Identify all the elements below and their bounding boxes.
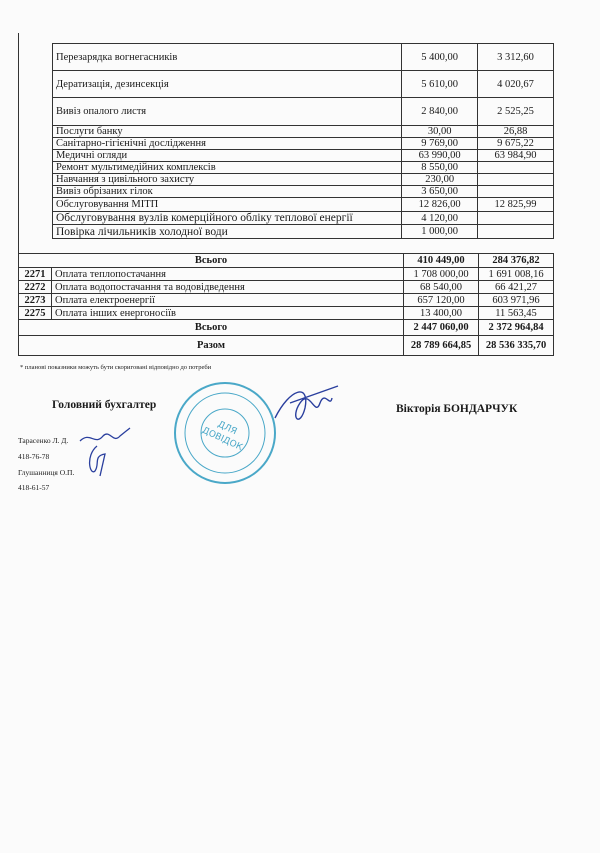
- actual-value: 66 421,27: [478, 280, 554, 294]
- contact-phone: 418-76-78: [18, 452, 50, 461]
- footnote: * планові показники можуть бути скоригов…: [20, 364, 212, 371]
- plan-value: 4 120,00: [401, 211, 479, 225]
- kekv-code: 2275: [18, 306, 52, 320]
- table-row: Вивіз опалого листя 2 840,00 2 525,25: [51, 97, 554, 126]
- table-row: Медичні огляди 63 990,00 63 984,90: [51, 149, 554, 162]
- signature-title: Головний бухгалтер: [52, 399, 157, 411]
- actual-value: 11 563,45: [478, 306, 554, 320]
- table-row: Перезарядка вогнегасників 5 400,00 3 312,6…: [51, 43, 554, 71]
- total-actual: 28 536 335,70: [478, 335, 554, 356]
- total-label: Всього: [18, 319, 404, 336]
- kekv-code: 2273: [18, 293, 52, 307]
- table-row: Навчання з цивільного захисту 230,00: [51, 173, 554, 186]
- contact-phone: 418-61-57: [18, 483, 50, 492]
- utilities-table: Всього 410 449,00 284 376,82 2271 Оплата теп…: [18, 253, 554, 356]
- plan-value: 63 990,00: [401, 149, 479, 162]
- table-row: Ремонт мультимедійних комплексів 8 550,00: [51, 161, 554, 174]
- actual-value: [477, 211, 554, 225]
- service-name: Вивіз обрізаних гілок: [51, 185, 403, 198]
- plan-value: 1 000,00: [401, 224, 479, 239]
- contact-name: Тарасенко Л. Д.: [18, 436, 69, 445]
- table-row: Вивіз обрізаних гілок 3 650,00: [51, 185, 554, 198]
- utility-name: Оплата інших енергоносіїв: [51, 306, 404, 320]
- service-name: Обслуговування вузлів комерційного облік…: [51, 211, 403, 225]
- plan-value: 5 610,00: [401, 70, 479, 98]
- table-row: Дератизація, дезинсекція 5 610,00 4 020,67: [51, 70, 554, 98]
- actual-value: [477, 173, 554, 186]
- service-name: Послуги банку: [51, 125, 403, 138]
- utility-name: Оплата електроенергії: [51, 293, 404, 307]
- actual-value: [477, 185, 554, 198]
- kekv-code: 2272: [18, 280, 52, 294]
- table-row: Обслуговування МІТП 12 826,00 12 825,99: [51, 197, 554, 212]
- total-actual: 284 376,82: [478, 253, 554, 268]
- plan-value: 9 769,00: [401, 137, 479, 150]
- utility-name: Оплата водопостачання та водовідведення: [51, 280, 404, 294]
- services-table: Перезарядка вогнегасників 5 400,00 3 312,6…: [51, 43, 554, 239]
- total-plan: 28 789 664,85: [403, 335, 479, 356]
- actual-value: 26,88: [477, 125, 554, 138]
- table-row: 2273 Оплата електроенергії 657 120,00 603 9…: [18, 293, 554, 307]
- total-row: Всього 2 447 060,00 2 372 964,84: [18, 319, 554, 336]
- actual-value: 63 984,90: [477, 149, 554, 162]
- total-row: Разом 28 789 664,85 28 536 335,70: [18, 335, 554, 356]
- plan-value: 68 540,00: [403, 280, 479, 294]
- service-name: Санітарно-гігієнічні дослідження: [51, 137, 403, 150]
- service-name: Дератизація, дезинсекція: [51, 70, 403, 98]
- table-row: Санітарно-гігієнічні дослідження 9 769,00…: [51, 137, 554, 150]
- utility-name: Оплата теплопостачання: [51, 267, 404, 281]
- plan-value: 2 840,00: [401, 97, 479, 126]
- signature-name: Вікторія БОНДАРЧУК: [396, 403, 518, 415]
- service-name: Перезарядка вогнегасників: [51, 43, 403, 71]
- total-row: Всього 410 449,00 284 376,82: [18, 253, 554, 268]
- actual-value: 3 312,60: [477, 43, 554, 71]
- actual-value: [477, 224, 554, 239]
- plan-value: 8 550,00: [401, 161, 479, 174]
- table-row: 2272 Оплата водопостачання та водовідведе…: [18, 280, 554, 294]
- plan-value: 657 120,00: [403, 293, 479, 307]
- service-name: Медичні огляди: [51, 149, 403, 162]
- service-name: Обслуговування МІТП: [51, 197, 403, 212]
- total-plan: 2 447 060,00: [403, 319, 479, 336]
- kekv-code: 2271: [18, 267, 52, 281]
- actual-value: 2 525,25: [477, 97, 554, 126]
- table-border: [18, 33, 19, 265]
- table-row: 2271 Оплата теплопостачання 1 708 000,00 1 …: [18, 267, 554, 281]
- table-row: 2275 Оплата інших енергоносіїв 13 400,00 11…: [18, 306, 554, 320]
- signature-chief-accountant: [274, 385, 339, 420]
- service-name: Навчання з цивільного захисту: [51, 173, 403, 186]
- service-name: Ремонт мультимедійних комплексів: [51, 161, 403, 174]
- actual-value: 4 020,67: [477, 70, 554, 98]
- plan-value: 230,00: [401, 173, 479, 186]
- actual-value: 603 971,96: [478, 293, 554, 307]
- total-label: Всього: [18, 253, 404, 268]
- actual-value: 12 825,99: [477, 197, 554, 212]
- plan-value: 30,00: [401, 125, 479, 138]
- table-row: Послуги банку 30,00 26,88: [51, 125, 554, 138]
- total-actual: 2 372 964,84: [478, 319, 554, 336]
- total-label: Разом: [18, 335, 404, 356]
- service-name: Повірка лічильників холодної води: [51, 224, 403, 239]
- total-plan: 410 449,00: [403, 253, 479, 268]
- actual-value: 9 675,22: [477, 137, 554, 150]
- plan-value: 13 400,00: [403, 306, 479, 320]
- actual-value: 1 691 008,16: [478, 267, 554, 281]
- actual-value: [477, 161, 554, 174]
- official-stamp: ДЛЯ ДОВІДОК: [174, 382, 276, 484]
- plan-value: 5 400,00: [401, 43, 479, 71]
- signature-contacts: [79, 427, 131, 477]
- plan-value: 12 826,00: [401, 197, 479, 212]
- contact-name: Глушанниця О.П.: [18, 468, 75, 477]
- service-name: Вивіз опалого листя: [51, 97, 403, 126]
- table-row: Повірка лічильників холодної води 1 000,0…: [51, 224, 554, 239]
- table-row: Обслуговування вузлів комерційного облік…: [51, 211, 554, 225]
- plan-value: 1 708 000,00: [403, 267, 479, 281]
- plan-value: 3 650,00: [401, 185, 479, 198]
